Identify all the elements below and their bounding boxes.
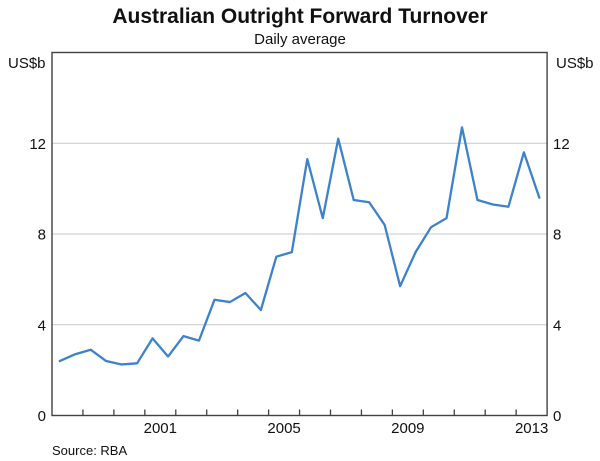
y-axis-label-right-12: 12 — [553, 136, 570, 153]
y-axis-unit-left: US$b — [8, 55, 46, 72]
x-axis-label-2001: 2001 — [144, 420, 177, 437]
y-axis-label-left-4: 4 — [38, 317, 46, 334]
chart-title: Australian Outright Forward Turnover — [112, 5, 488, 28]
y-axis-label-left-12: 12 — [29, 136, 46, 153]
y-axis-label-left-0: 0 — [38, 408, 46, 425]
x-axis-label-2009: 2009 — [391, 420, 424, 437]
x-axis-label-2013: 2013 — [515, 420, 548, 437]
y-axis-unit-right: US$b — [556, 55, 594, 72]
chart-subtitle: Daily average — [254, 31, 346, 48]
y-axis-label-right-8: 8 — [553, 227, 561, 244]
y-axis-label-right-0: 0 — [553, 408, 561, 425]
y-axis-label-right-4: 4 — [553, 317, 561, 334]
source-note: Source: RBA — [52, 443, 128, 458]
x-axis-label-2005: 2005 — [267, 420, 300, 437]
y-axis-label-left-8: 8 — [38, 227, 46, 244]
turnover-line-series — [58, 126, 541, 366]
